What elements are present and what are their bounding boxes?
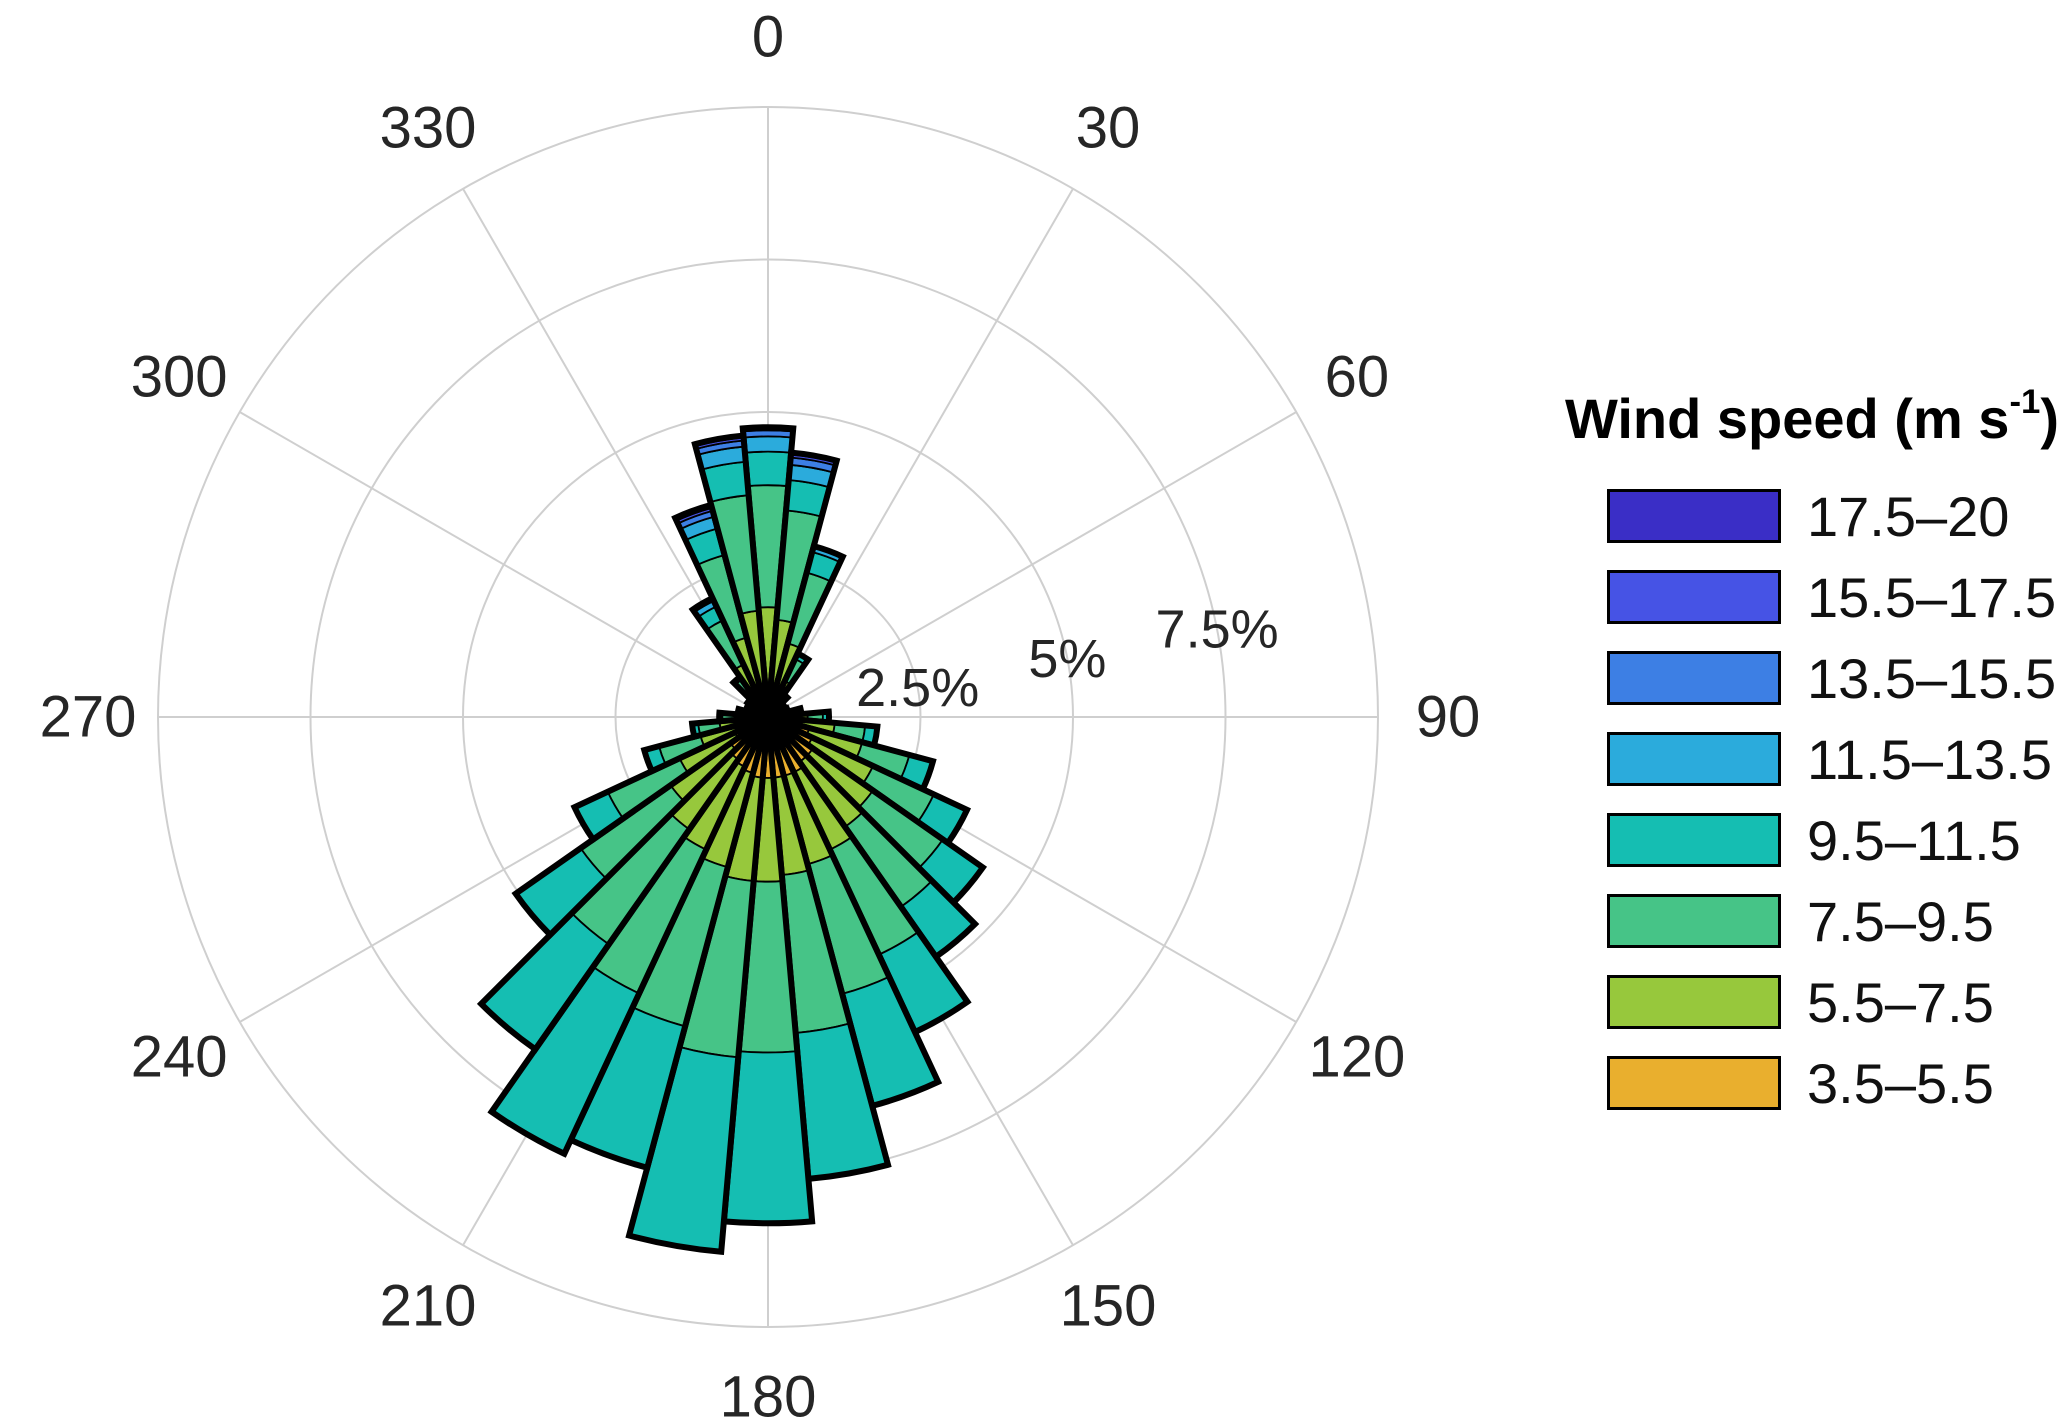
legend-item: 3.5–5.5 — [1607, 1051, 2065, 1116]
rose-petal-outline — [765, 449, 841, 718]
legend-item-label: 11.5–13.5 — [1807, 727, 2052, 791]
legend-swatch — [1607, 813, 1781, 868]
angle-tick-label: 90 — [1416, 685, 1481, 750]
rose-petal-outline — [511, 714, 771, 940]
legend-title-superscript: -1 — [2009, 383, 2041, 422]
legend-swatch — [1607, 975, 1781, 1030]
grid-spoke — [767, 411, 1297, 718]
rose-petal-outline — [734, 705, 769, 720]
rose-petal-outline — [487, 715, 771, 1158]
legend-item: 17.5–20 — [1607, 484, 2065, 549]
angle-tick-label: 270 — [40, 685, 137, 750]
grid-spoke — [767, 188, 1074, 718]
legend-swatch — [1607, 894, 1781, 949]
angle-tick-label: 330 — [380, 96, 477, 161]
legend-swatch — [1607, 732, 1781, 787]
angle-tick-label: 210 — [380, 1273, 477, 1338]
legend: Wind speed (m s-1) 17.5–20 15.5–17.5 13.5–… — [1565, 383, 2065, 1116]
rose-petal-outline — [765, 649, 813, 719]
radial-tick-label: 2.5% — [856, 658, 979, 718]
rose-segment — [742, 435, 794, 454]
rose-petal-outline — [739, 424, 797, 718]
rose-petal-outline — [716, 709, 769, 725]
legend-item-label: 3.5–5.5 — [1807, 1051, 1994, 1115]
legend-item: 13.5–15.5 — [1607, 646, 2065, 711]
legend-item: 5.5–7.5 — [1607, 970, 2065, 1035]
angle-tick-label: 30 — [1076, 96, 1141, 161]
legend-item-label: 5.5–7.5 — [1807, 970, 1994, 1034]
angle-tick-label: 150 — [1060, 1273, 1157, 1338]
legend-item-label: 9.5–11.5 — [1807, 808, 2021, 872]
legend-item: 7.5–9.5 — [1607, 889, 2065, 954]
angle-tick-label: 60 — [1325, 345, 1390, 410]
rose-petal-outline — [625, 716, 771, 1256]
legend-swatch — [1607, 1056, 1781, 1111]
rose-petal-outline — [640, 714, 770, 776]
legend-item: 15.5–17.5 — [1607, 565, 2065, 630]
angle-tick-label: 0 — [752, 5, 784, 70]
grid-spoke — [239, 411, 769, 718]
legend-item-label: 15.5–17.5 — [1807, 565, 2057, 629]
radial-tick-label: 7.5% — [1156, 600, 1279, 660]
radial-tick-label: 5% — [1028, 629, 1106, 689]
rose-petal-outline — [688, 714, 769, 741]
legend-item: 9.5–11.5 — [1607, 808, 2065, 873]
rose-petal-outline — [741, 703, 770, 720]
legend-swatch — [1607, 489, 1781, 544]
legend-item-label: 7.5–9.5 — [1807, 889, 1994, 953]
rose-petal-outline — [691, 432, 771, 718]
legend-item-label: 17.5–20 — [1807, 484, 2010, 548]
angle-tick-label: 180 — [720, 1365, 817, 1419]
legend-item-list: 17.5–20 15.5–17.5 13.5–15.5 11.5–13.5 9.5–11… — [1565, 484, 2065, 1116]
rose-petal-outline — [476, 714, 771, 1054]
legend-swatch — [1607, 570, 1781, 625]
legend-title-text: Wind speed (m s — [1565, 387, 2010, 450]
angle-tick-label: 300 — [131, 345, 228, 410]
rose-segment — [743, 450, 793, 488]
legend-title-suffix: ) — [2040, 387, 2059, 450]
legend-item: 11.5–13.5 — [1607, 727, 2065, 792]
rose-petal-outline — [765, 690, 792, 720]
rose-petal-outline — [570, 714, 770, 844]
legend-item-label: 13.5–15.5 — [1807, 646, 2057, 710]
rose-petal-outline — [765, 542, 847, 719]
legend-title: Wind speed (m s-1) — [1565, 383, 2065, 450]
angle-tick-label: 120 — [1309, 1025, 1406, 1090]
legend-swatch — [1607, 651, 1781, 706]
angle-tick-label: 240 — [131, 1025, 228, 1090]
